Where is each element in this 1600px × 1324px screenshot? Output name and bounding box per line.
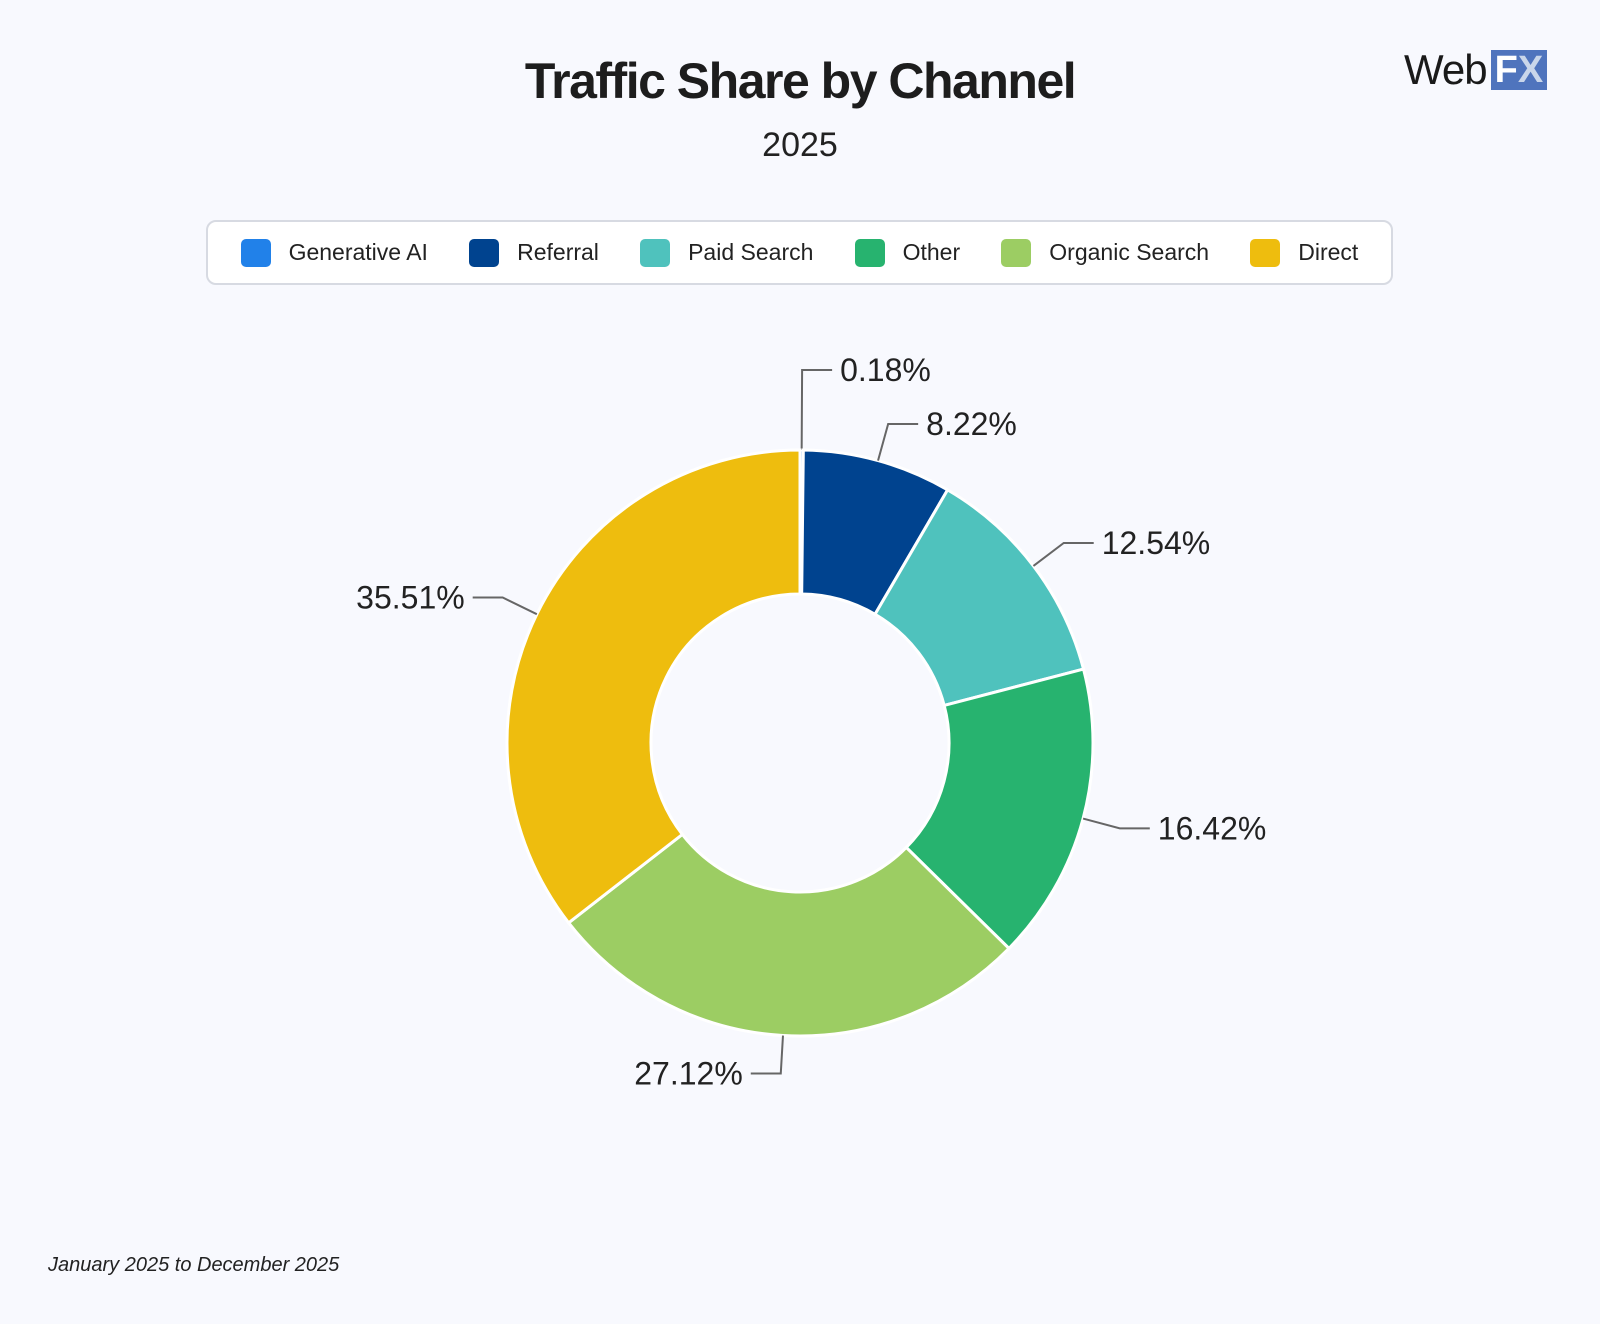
data-label: 12.54% [1102,525,1211,561]
legend-swatch [240,238,271,267]
slice-organic-search[interactable] [566,832,1012,1038]
legend-label: Paid Search [688,239,814,265]
legend-label: Organic Search [1049,239,1210,265]
legend-label: Other [902,239,961,265]
leader-line [1082,817,1150,830]
slice-direct[interactable] [505,448,802,925]
legend-label: Referral [517,239,599,265]
slice-paid-search[interactable] [872,487,1086,708]
slice-other[interactable] [904,667,1095,951]
leader-line [877,422,919,461]
legend-label: Generative AI [288,239,428,265]
legend-item[interactable]: Direct [1250,238,1359,267]
date-range-note: January 2025 to December 2025 [48,1254,340,1276]
legend-label: Direct [1298,239,1359,265]
legend-item[interactable]: Generative AI [240,238,428,267]
data-label: 16.42% [1158,810,1267,846]
chart-subtitle: 2025 [762,126,838,164]
data-label: 35.51% [356,580,465,616]
leader-line [472,596,538,616]
legend-swatch [854,238,885,267]
data-label: 8.22% [926,406,1017,442]
data-label: 27.12% [634,1055,743,1091]
webfx-logo: Web FX [1404,46,1548,94]
logo-web: Web [1404,46,1488,93]
leader-line [800,369,833,451]
legend-swatch [1001,238,1032,267]
legend-item[interactable]: Other [854,238,961,267]
legend-swatch [1250,238,1281,267]
logo-fx: FX [1490,50,1548,90]
legend-swatch [469,238,500,267]
leader-line [750,1035,784,1075]
leader-line [1032,541,1094,567]
legend-item[interactable]: Organic Search [1001,238,1210,267]
chart-legend: Generative AI Referral Paid Search Other Org… [206,220,1393,285]
legend-item[interactable]: Referral [469,238,599,267]
chart-title: Traffic Share by Channel [524,53,1077,109]
data-label: 0.18% [840,352,931,388]
legend-item[interactable]: Paid Search [640,238,814,267]
legend-swatch [640,238,671,267]
